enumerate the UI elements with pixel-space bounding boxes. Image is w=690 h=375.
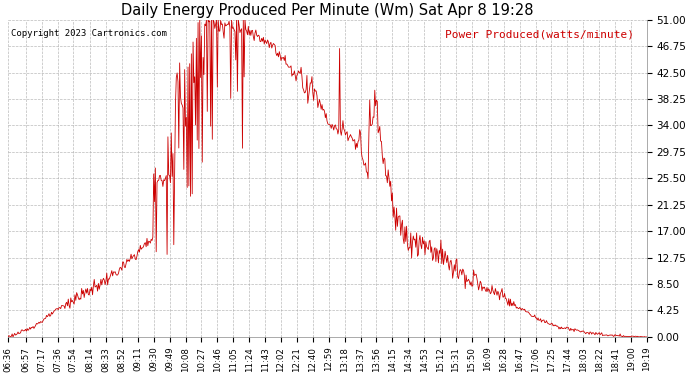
Title: Daily Energy Produced Per Minute (Wm) Sat Apr 8 19:28: Daily Energy Produced Per Minute (Wm) Sa… (121, 3, 533, 18)
Text: Copyright 2023 Cartronics.com: Copyright 2023 Cartronics.com (11, 29, 167, 38)
Text: Power Produced(watts/minute): Power Produced(watts/minute) (445, 29, 634, 39)
